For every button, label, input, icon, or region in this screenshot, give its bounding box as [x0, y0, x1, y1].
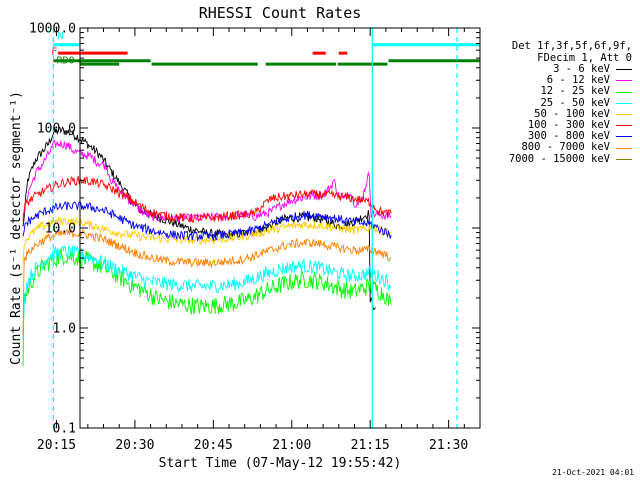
x-tick-label: 21:00	[272, 438, 311, 453]
legend-entry: 25 - 50 keV	[462, 96, 632, 109]
y-axis-label: Count Rate (s⁻¹ detector segment⁻¹)	[9, 91, 24, 365]
legend-swatch	[616, 136, 632, 138]
state-bar-label: RD0	[56, 56, 74, 67]
legend-entry: 12 - 25 keV	[462, 86, 632, 97]
state-bar-label: F	[51, 46, 57, 57]
series-line	[22, 200, 392, 242]
legend-entry-label: 7000 - 15000 keV	[508, 152, 610, 165]
legend-entry-label: 3 - 6 keV	[553, 63, 610, 75]
x-tick-label: 21:15	[351, 438, 390, 453]
legend-entry: 300 - 800 keV	[462, 131, 632, 142]
legend-entry-label: 25 - 50 keV	[540, 96, 610, 109]
legend-entry: 3 - 6 keV	[462, 63, 632, 75]
legend-entry: 50 - 100 keV	[462, 107, 632, 120]
legend-entry-label: 50 - 100 keV	[534, 107, 610, 120]
legend-entry-label: 300 - 800 keV	[527, 130, 610, 143]
series-line	[22, 176, 392, 223]
chart-title: RHESSI Count Rates	[199, 4, 362, 22]
legend-header-line: FDecim 1, Att 0	[537, 52, 632, 64]
series-layer	[22, 126, 392, 367]
x-tick-label: 20:45	[194, 438, 233, 453]
x-tick-label: 21:30	[429, 438, 468, 453]
x-tick-label: 20:15	[37, 438, 76, 453]
legend-entry: 6 - 12 keV	[462, 74, 632, 87]
y-tick-label: 1.0	[53, 322, 76, 337]
legend-swatch	[616, 125, 632, 127]
legend: Det 1f,3f,5f,6f,9f, FDecim 1, Att 0 3 - …	[462, 40, 632, 165]
y-tick-label: 100.0	[37, 122, 76, 137]
legend-swatch	[616, 102, 632, 104]
series-line	[22, 227, 392, 336]
series-line	[22, 139, 392, 224]
legend-entry-label: 6 - 12 keV	[546, 74, 610, 87]
vertical-line-layer	[52, 28, 458, 428]
legend-entry-label: 100 - 300 keV	[527, 119, 610, 132]
legend-entry-label: 12 - 25 keV	[540, 85, 610, 98]
legend-swatch	[616, 91, 632, 93]
legend-swatch	[616, 113, 632, 115]
state-bar-label: RD6	[0, 65, 1, 76]
legend-swatch	[616, 147, 632, 149]
legend-entry: 7000 - 15000 keV	[462, 152, 632, 165]
x-tick-label: 20:30	[115, 438, 154, 453]
legend-header-line: Det 1f,3f,5f,6f,9f,	[511, 40, 632, 52]
legend-entry-label: 800 - 7000 keV	[521, 141, 610, 154]
legend-swatch	[616, 80, 632, 82]
series-line	[22, 216, 392, 263]
x-axis-label: Start Time (07-May-12 19:55:42)	[159, 456, 402, 471]
series-line	[22, 126, 376, 311]
y-tick-label: 10.0	[45, 222, 76, 237]
series-line	[22, 249, 392, 367]
legend-swatch	[616, 158, 632, 160]
y-tick-label: 1000.0	[29, 22, 76, 37]
legend-rows: 3 - 6 keV 6 - 12 keV 12 - 25 keV 25 - 50 ke…	[462, 63, 632, 165]
state-bar-label: N	[58, 31, 64, 42]
legend-entry: 800 - 7000 keV	[462, 142, 632, 153]
series-line	[22, 244, 392, 340]
legend-swatch	[616, 69, 632, 71]
plot-date-stamp: 21-Oct-2021 04:01	[552, 468, 634, 477]
y-tick-label: 0.1	[53, 422, 76, 437]
axis-layer: 20:0020:1520:3020:4521:0021:1521:301000.…	[29, 22, 481, 453]
legend-entry: 100 - 300 keV	[462, 119, 632, 132]
